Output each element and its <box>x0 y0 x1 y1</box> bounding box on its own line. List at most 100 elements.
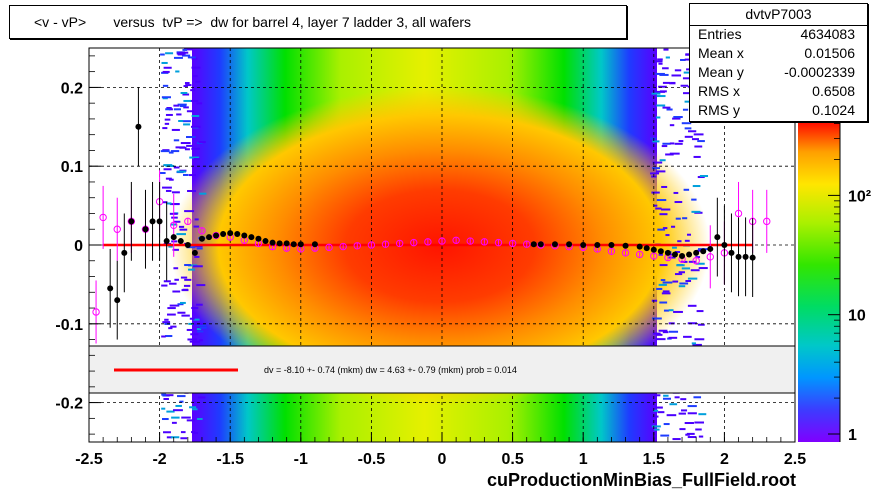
profile-dv-point <box>721 242 728 248</box>
profile-dw-point <box>692 257 700 265</box>
y-tick-label: -0.1 <box>55 317 83 334</box>
profile-dw-point <box>523 240 531 248</box>
profile-dv-point <box>241 232 248 239</box>
profile-dv-point <box>121 249 128 256</box>
profile-dv-points <box>107 87 756 340</box>
profile-dw-point <box>212 231 220 240</box>
profile-dw-point <box>452 236 460 244</box>
profile-dv-point <box>170 234 177 241</box>
profile-dv-point <box>128 218 135 225</box>
profile-dv-point <box>114 297 121 304</box>
profile-dv-point <box>686 251 693 258</box>
x-tick-label: -2.5 <box>75 451 103 468</box>
profile-dv-point <box>220 230 227 237</box>
profile-dw-point <box>339 242 347 251</box>
profile-dv-point <box>594 242 601 248</box>
profile-dv-point <box>177 238 184 245</box>
profile-dw-point <box>706 253 714 261</box>
profile-dv-point <box>530 241 537 248</box>
stats-box: dvtvP7003 Entries 4634083 Mean x 0.01506… <box>689 3 868 122</box>
plot-title: <v - vP> versus tvP => dw for barrel 4, … <box>34 14 472 30</box>
profile-dv-point <box>311 241 318 248</box>
profile-dw-point <box>170 221 178 230</box>
profile-dw-point <box>480 238 489 246</box>
profile-dw-point <box>438 237 446 245</box>
profile-dw-point <box>494 238 503 247</box>
profile-dv-point <box>107 285 114 292</box>
profile-dv-point <box>643 245 650 252</box>
profile-dw-point <box>353 242 361 250</box>
profile-dv-point <box>700 248 707 255</box>
profile-dv-point <box>290 241 297 248</box>
profile-dw-point <box>508 239 517 248</box>
profile-dw-point <box>367 241 376 249</box>
x-tick-label: -2 <box>152 451 166 468</box>
profile-dv-point <box>262 238 269 245</box>
stats-row-rms-y: RMS y 0.1024 <box>698 102 855 118</box>
profile-dv-point <box>184 242 191 248</box>
profile-dw-point <box>635 250 644 259</box>
profile-dv-point <box>650 246 657 253</box>
colorbar-tick-label: 10² <box>848 188 871 205</box>
profile-dv-point <box>149 218 156 225</box>
profile-dv-point <box>227 230 234 237</box>
profile-dw-point <box>410 238 418 247</box>
profile-dv-point <box>206 234 213 241</box>
footer-filename: cuProductionMinBias_FullField.root <box>487 470 797 490</box>
title-box: <v - vP> versus tvP => dw for barrel 4, … <box>9 5 627 39</box>
profile-dv-point <box>580 242 587 248</box>
profile-dv-point <box>551 241 558 248</box>
profile-dw-point <box>184 217 192 226</box>
profile-dv-point <box>664 249 671 256</box>
colorbar-tick-label: 1 <box>848 427 857 444</box>
profile-dv-point <box>234 230 241 237</box>
profile-dv-point <box>269 239 276 246</box>
profile-dv-point <box>714 234 721 241</box>
profile-dv-point <box>276 240 283 247</box>
stats-row-mean-x: Mean x 0.01506 <box>698 45 855 61</box>
profile-dv-point <box>671 251 678 258</box>
x-tick-label: 0.5 <box>501 451 523 468</box>
stats-row-entries: Entries 4634083 <box>698 26 855 42</box>
profile-dv-point <box>191 249 198 256</box>
profile-dv-point <box>283 240 290 247</box>
y-axis: -0.2 -0.1 0 0.1 0.2 <box>55 55 101 435</box>
x-tick-label: -1 <box>294 451 308 468</box>
profile-dv-point <box>255 235 262 242</box>
profile-dv-point <box>657 248 664 255</box>
colorbar-tick-label: 10 <box>848 308 866 325</box>
profile-dw-point <box>325 243 333 252</box>
stats-row-rms-x: RMS x 0.6508 <box>698 83 855 99</box>
x-tick-label: 1.5 <box>643 451 665 468</box>
profile-dv-point <box>679 253 686 260</box>
profile-dv-point <box>707 245 714 252</box>
profile-dw-point <box>734 209 743 218</box>
profile-dv-point <box>537 241 544 248</box>
x-tick-label: 2 <box>720 451 729 468</box>
profile-dv-point <box>693 249 700 256</box>
profile-dw-point <box>424 238 432 246</box>
profile-dv-point <box>198 235 205 242</box>
y-tick-label: 0.1 <box>61 159 83 176</box>
colorbar-ticks: 1 10 10² <box>828 123 871 444</box>
profile-dv-point <box>135 123 142 130</box>
profile-dv-point <box>156 218 163 225</box>
profile-dv-point <box>728 249 735 256</box>
y-tick-label: 0.2 <box>61 80 83 97</box>
x-tick-label: 1 <box>579 451 588 468</box>
colorbar <box>798 120 840 442</box>
profile-dw-point <box>92 308 100 316</box>
legend-text: dv = -8.10 +- 0.74 (mkm) dw = 4.63 +- 0.… <box>264 365 517 375</box>
profile-dv-point <box>622 242 629 249</box>
profile-dv-point <box>749 254 756 261</box>
y-tick-label: -0.2 <box>55 396 83 413</box>
profile-dv-point <box>142 226 149 233</box>
stats-row-mean-y: Mean y -0.0002339 <box>698 64 855 80</box>
profile-dv-point <box>213 232 220 239</box>
profile-dv-point <box>566 241 573 248</box>
profile-dw-point <box>381 240 390 248</box>
profile-dw-point <box>198 227 206 235</box>
profile-dw-point <box>466 237 474 245</box>
profile-dv-point <box>297 241 304 248</box>
